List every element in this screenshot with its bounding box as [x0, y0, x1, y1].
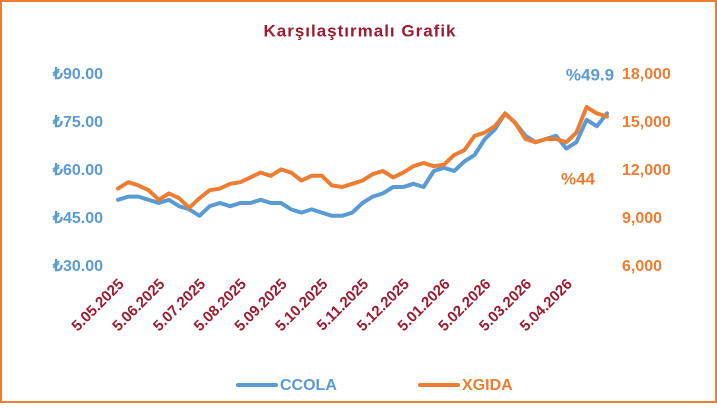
y2-tick-label: 12,000: [622, 162, 671, 179]
annotation: %49.9: [566, 65, 614, 84]
y2-tick-label: 6,000: [622, 258, 662, 275]
series-line: [116, 105, 609, 210]
legend-label: CCOLA: [280, 377, 337, 394]
y2-tick-label: 9,000: [622, 210, 662, 227]
y-tick-label: ₺45.00: [52, 210, 103, 227]
y-tick-label: ₺75.00: [52, 114, 103, 131]
y-tick-label: ₺60.00: [52, 162, 103, 179]
y2-tick-label: 18,000: [622, 66, 671, 83]
annotation: %44: [561, 169, 596, 188]
y2-tick-label: 15,000: [622, 114, 671, 131]
chart-title: Karşılaştırmalı Grafik: [263, 21, 456, 40]
y-tick-label: ₺30.00: [52, 258, 103, 275]
y-tick-label: ₺90.00: [52, 66, 103, 83]
legend-label: XGIDA: [462, 377, 513, 394]
